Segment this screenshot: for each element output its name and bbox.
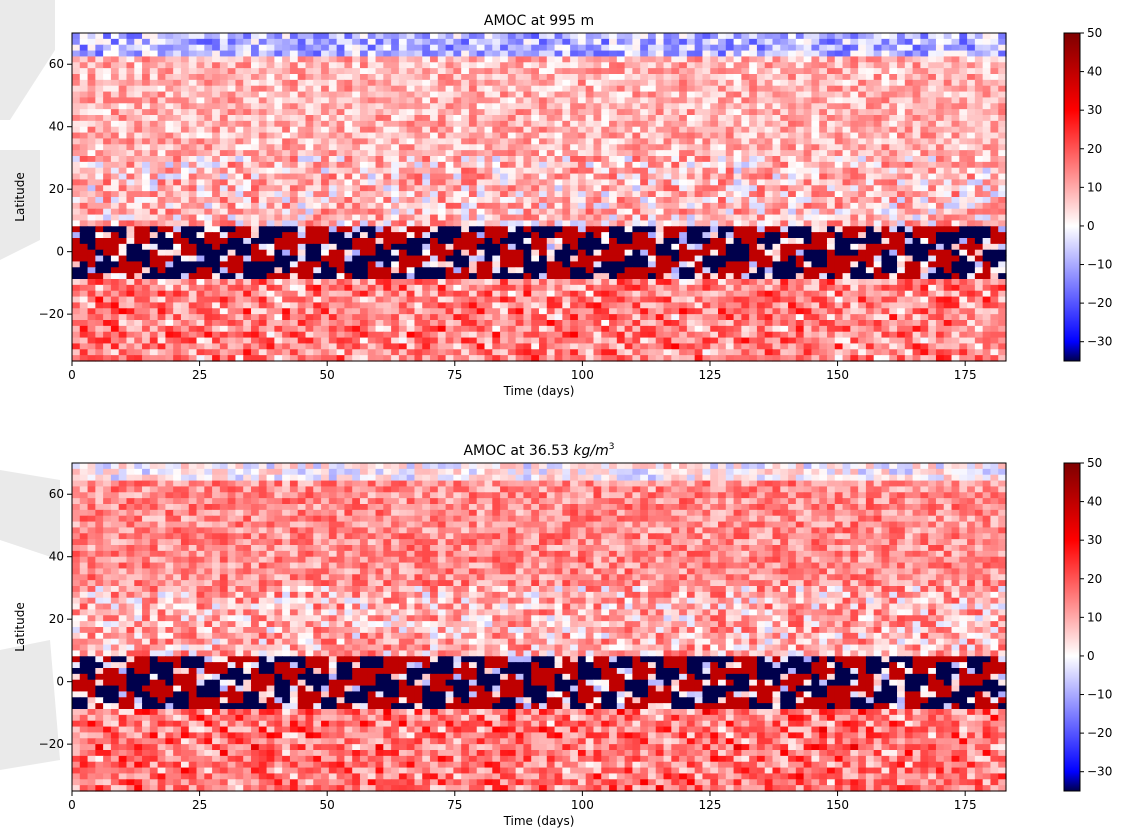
x-tick-label: 0 <box>68 798 76 812</box>
x-tick-label: 0 <box>68 368 76 382</box>
axes-frame <box>71 462 1007 792</box>
y-tick-label: 60 <box>49 487 64 501</box>
x-axis-label: Time (days) <box>503 814 575 828</box>
y-tick-label: 40 <box>49 120 64 134</box>
colorbar-tick-label: 40 <box>1087 495 1102 509</box>
x-tick-label: 125 <box>699 798 722 812</box>
colorbar-tick-label: 50 <box>1087 456 1102 470</box>
x-tick-label: 75 <box>447 368 462 382</box>
x-tick-label: 25 <box>192 798 207 812</box>
x-tick-label: 175 <box>954 368 977 382</box>
colorbar <box>1063 462 1081 792</box>
colorbar-tick-label: −10 <box>1087 258 1112 272</box>
colorbar-tick-label: 20 <box>1087 572 1102 586</box>
colorbar-tick-label: −30 <box>1087 765 1112 779</box>
y-axis-label: Latitude <box>13 602 27 651</box>
y-axis-label: Latitude <box>13 172 27 221</box>
x-tick-label: 150 <box>826 368 849 382</box>
colorbar-tick-label: 40 <box>1087 65 1102 79</box>
x-tick-label: 100 <box>571 368 594 382</box>
heatmap-cells <box>72 33 1007 362</box>
x-tick-label: 150 <box>826 798 849 812</box>
y-tick-label: −20 <box>39 737 64 751</box>
x-axis-label: Time (days) <box>503 384 575 398</box>
axes-frame <box>71 32 1007 362</box>
colorbar-tick-label: 20 <box>1087 142 1102 156</box>
chart-title: AMOC at 36.53 kg/m3 <box>463 442 614 459</box>
colorbar-tick-label: 30 <box>1087 533 1102 547</box>
colorbar-tick-label: 10 <box>1087 180 1102 194</box>
colorbar-tick-label: 30 <box>1087 103 1102 117</box>
x-tick-label: 125 <box>699 368 722 382</box>
watermark <box>0 0 60 770</box>
y-tick-label: 0 <box>56 245 64 259</box>
colorbar-tick-label: −10 <box>1087 688 1112 702</box>
x-tick-label: 75 <box>447 798 462 812</box>
colorbar-tick-label: −20 <box>1087 726 1112 740</box>
colorbar-tick-label: 0 <box>1087 649 1095 663</box>
heatmap-cells <box>72 463 1007 792</box>
x-tick-label: 175 <box>954 798 977 812</box>
colorbar-tick-label: 50 <box>1087 26 1102 40</box>
colorbar-tick-label: −20 <box>1087 296 1112 310</box>
x-tick-label: 50 <box>320 368 335 382</box>
y-tick-label: 60 <box>49 57 64 71</box>
colorbar-tick-label: 0 <box>1087 219 1095 233</box>
x-tick-label: 25 <box>192 368 207 382</box>
y-tick-label: 20 <box>49 612 64 626</box>
y-tick-label: −20 <box>39 307 64 321</box>
chart-title: AMOC at 995 m <box>484 13 594 29</box>
colorbar-tick-label: −30 <box>1087 335 1112 349</box>
y-tick-label: 40 <box>49 550 64 564</box>
colorbar-tick-label: 10 <box>1087 610 1102 624</box>
colorbar <box>1063 32 1081 362</box>
x-tick-label: 100 <box>571 798 594 812</box>
y-tick-label: 0 <box>56 675 64 689</box>
x-tick-label: 50 <box>320 798 335 812</box>
y-tick-label: 20 <box>49 182 64 196</box>
